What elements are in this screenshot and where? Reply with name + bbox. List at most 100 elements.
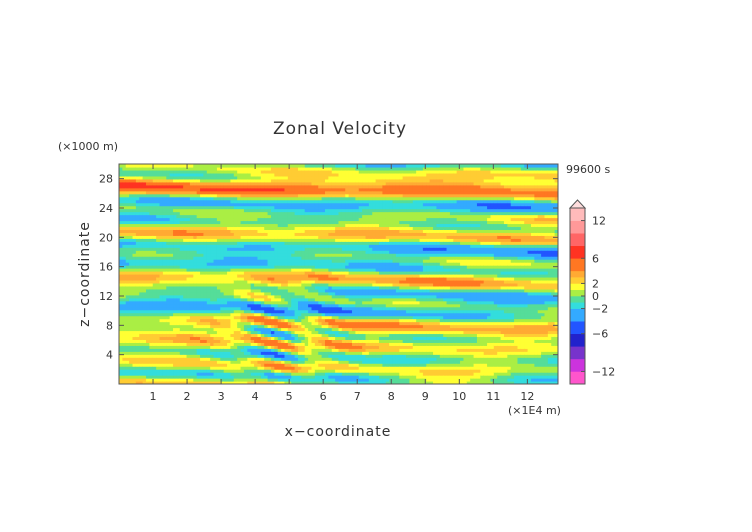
heatmap-cell bbox=[189, 238, 194, 242]
heatmap-cell bbox=[233, 235, 238, 239]
heatmap-cell bbox=[189, 244, 194, 248]
heatmap-cell bbox=[213, 229, 218, 233]
heatmap-cell bbox=[220, 235, 225, 239]
heatmap-cell bbox=[223, 232, 228, 236]
heatmap-cell bbox=[216, 360, 221, 364]
heatmap-cell bbox=[220, 253, 225, 257]
heatmap-cell bbox=[260, 363, 265, 367]
heatmap-cell bbox=[287, 226, 292, 230]
heatmap-cell bbox=[267, 232, 272, 236]
heatmap-cell bbox=[162, 363, 167, 367]
heatmap-cell bbox=[216, 199, 221, 204]
heatmap-cell bbox=[254, 232, 259, 236]
heatmap-cell bbox=[254, 193, 259, 198]
heatmap-cell bbox=[159, 378, 164, 382]
heatmap-cell bbox=[149, 297, 154, 302]
heatmap-cell bbox=[247, 342, 252, 346]
heatmap-cell bbox=[277, 318, 282, 323]
heatmap-cell bbox=[237, 324, 242, 329]
heatmap-cell bbox=[189, 178, 194, 183]
heatmap-cell bbox=[318, 166, 323, 171]
heatmap-cell bbox=[318, 217, 323, 222]
heatmap-cell bbox=[243, 265, 248, 269]
heatmap-cell bbox=[146, 232, 150, 236]
heatmap-cell bbox=[183, 327, 188, 332]
heatmap-cell bbox=[162, 250, 167, 254]
heatmap-cell bbox=[237, 271, 242, 275]
heatmap-cell bbox=[243, 363, 248, 367]
heatmap-cell bbox=[162, 214, 167, 219]
heatmap-cell bbox=[162, 193, 167, 198]
heatmap-cell bbox=[169, 172, 174, 177]
heatmap-cell bbox=[179, 297, 184, 302]
heatmap-cell bbox=[186, 190, 191, 195]
heatmap-cell bbox=[189, 312, 194, 317]
heatmap-cell bbox=[169, 309, 174, 314]
heatmap-cell bbox=[260, 223, 265, 228]
heatmap-cell bbox=[129, 250, 134, 254]
heatmap-cell bbox=[308, 232, 313, 236]
heatmap-cell bbox=[237, 178, 242, 183]
heatmap-cell bbox=[193, 238, 198, 242]
heatmap-cell bbox=[119, 369, 123, 373]
heatmap-cell bbox=[125, 187, 130, 192]
heatmap-cell bbox=[274, 196, 279, 201]
heatmap-cell bbox=[129, 306, 134, 311]
heatmap-cell bbox=[173, 279, 178, 284]
heatmap-cell bbox=[203, 378, 208, 382]
heatmap-cell bbox=[318, 232, 323, 236]
heatmap-cell bbox=[281, 351, 286, 355]
heatmap-cell bbox=[129, 184, 134, 189]
heatmap-cell bbox=[264, 244, 269, 248]
heatmap-cell bbox=[176, 268, 181, 272]
heatmap-cell bbox=[186, 330, 191, 335]
heatmap-cell bbox=[230, 229, 235, 233]
heatmap-cell bbox=[311, 253, 316, 257]
heatmap-cell bbox=[281, 205, 286, 210]
heatmap-cell bbox=[311, 306, 316, 311]
heatmap-cell bbox=[304, 190, 309, 195]
heatmap-cell bbox=[314, 181, 319, 186]
heatmap-cell bbox=[281, 297, 286, 302]
heatmap-cell bbox=[240, 369, 245, 373]
heatmap-cell bbox=[243, 238, 248, 242]
heatmap-cell bbox=[156, 166, 161, 171]
heatmap-cell bbox=[203, 223, 208, 228]
heatmap-cell bbox=[321, 297, 326, 302]
heatmap-cell bbox=[260, 312, 265, 317]
heatmap-cell bbox=[166, 321, 171, 326]
heatmap-cell bbox=[169, 354, 174, 358]
heatmap-cell bbox=[308, 297, 313, 302]
heatmap-cell bbox=[193, 199, 198, 204]
heatmap-cell bbox=[156, 321, 161, 326]
heatmap-cell bbox=[169, 288, 174, 293]
heatmap-cell bbox=[223, 262, 228, 266]
heatmap-cell bbox=[129, 378, 134, 382]
heatmap-cell bbox=[183, 238, 188, 242]
heatmap-cell bbox=[250, 172, 255, 177]
heatmap-cell bbox=[183, 282, 188, 287]
heatmap-cell bbox=[142, 247, 147, 251]
heatmap-cell bbox=[193, 229, 198, 233]
heatmap-cell bbox=[240, 175, 245, 180]
heatmap-cell bbox=[186, 250, 191, 254]
heatmap-cell bbox=[277, 288, 282, 293]
heatmap-cell bbox=[183, 262, 188, 266]
heatmap-cell bbox=[179, 202, 184, 207]
heatmap-cell bbox=[119, 372, 123, 376]
heatmap-cell bbox=[149, 354, 154, 358]
heatmap-cell bbox=[135, 190, 140, 195]
heatmap-cell bbox=[294, 324, 299, 329]
heatmap-cell bbox=[240, 166, 245, 171]
heatmap-cell bbox=[297, 247, 302, 251]
heatmap-cell bbox=[284, 288, 289, 293]
heatmap-cell bbox=[314, 178, 319, 183]
heatmap-cell bbox=[314, 199, 319, 204]
heatmap-cell bbox=[267, 333, 272, 338]
heatmap-cell bbox=[213, 164, 218, 168]
heatmap-cell bbox=[139, 339, 144, 343]
heatmap-cell bbox=[139, 217, 144, 222]
heatmap-cell bbox=[142, 164, 147, 168]
heatmap-cell bbox=[270, 339, 275, 343]
heatmap-cell bbox=[166, 247, 171, 251]
